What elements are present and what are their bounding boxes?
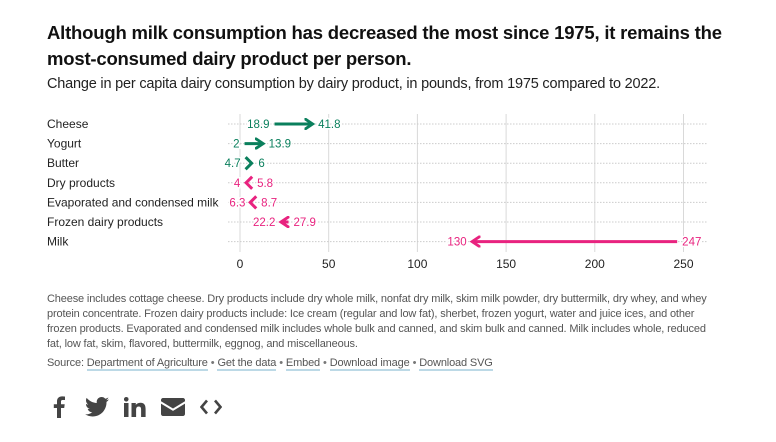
arrow-mark [248, 195, 258, 210]
chart-notes: Cheese includes cottage cheese. Dry prod… [47, 293, 707, 350]
embed-link[interactable]: Embed [285, 357, 321, 371]
rows-layer: Cheese 18.9 41.8 Yogurt 2 13.9 Butter 4.7 6 Dry p… [47, 117, 703, 250]
value-label-2022: 4 [234, 178, 241, 190]
download-image-link[interactable]: Download image [329, 357, 410, 371]
category-label: Cheese [47, 117, 89, 131]
arrow-mark [244, 156, 254, 171]
value-label-2022: 41.8 [318, 119, 340, 131]
x-tick-label: 0 [237, 257, 244, 271]
separator: • [323, 357, 327, 369]
twitter-icon[interactable] [85, 395, 109, 419]
chart-title: Although milk consumption has decreased … [47, 22, 722, 69]
category-label: Yogurt [47, 137, 82, 151]
category-label: Evaporated and condensed milk [47, 195, 219, 209]
value-label-1975: 247 [682, 237, 701, 249]
value-label-2022: 6.3 [229, 197, 245, 209]
source-line: Source: Department of Agriculture • Get th… [47, 356, 727, 371]
x-tick-label: 200 [585, 257, 605, 271]
facebook-icon[interactable] [47, 395, 71, 419]
get-the-data-link[interactable]: Get the data [217, 357, 277, 371]
source-prefix: Source: [47, 357, 87, 369]
value-label-1975: 4.7 [225, 158, 241, 170]
category-label: Dry products [47, 176, 115, 190]
value-label-2022: 130 [447, 237, 466, 249]
separator: • [210, 357, 215, 369]
dairy-arrow-chart: Cheese 18.9 41.8 Yogurt 2 13.9 Butter 4.7 6 Dry p… [47, 114, 707, 271]
value-label-1975: 5.8 [257, 178, 273, 190]
x-tick-label: 50 [322, 257, 336, 271]
arrow-head [248, 195, 258, 210]
x-axis-ticks: 0 50 100 150 200 250 [237, 257, 694, 271]
arrow-head [243, 175, 254, 190]
grid-layer [228, 114, 707, 252]
value-label-1975: 8.7 [261, 197, 277, 209]
download-svg-link[interactable]: Download SVG [419, 357, 493, 371]
value-label-2022: 6 [258, 158, 264, 170]
x-tick-label: 100 [407, 257, 427, 271]
value-label-2022: 13.9 [269, 139, 291, 151]
email-icon[interactable] [161, 395, 185, 419]
x-tick-label: 250 [673, 257, 693, 271]
source-link-department-of-agriculture[interactable]: Department of Agriculture [86, 357, 208, 371]
category-label: Butter [47, 156, 79, 170]
linkedin-icon[interactable] [123, 395, 147, 419]
arrow-head [244, 156, 254, 171]
embed-code-icon[interactable] [199, 395, 223, 419]
separator: • [412, 357, 417, 369]
value-label-1975: 18.9 [247, 119, 269, 131]
value-label-2022: 22.2 [253, 217, 275, 229]
arrow-mark [243, 175, 254, 190]
share-bar [47, 395, 223, 419]
value-label-1975: 27.9 [293, 217, 315, 229]
separator: • [279, 357, 283, 369]
chart-subtitle: Change in per capita dairy consumption b… [47, 76, 660, 92]
value-label-1975: 2 [233, 139, 239, 151]
category-label: Frozen dairy products [47, 215, 163, 229]
x-tick-label: 150 [496, 257, 516, 271]
category-label: Milk [47, 235, 69, 249]
